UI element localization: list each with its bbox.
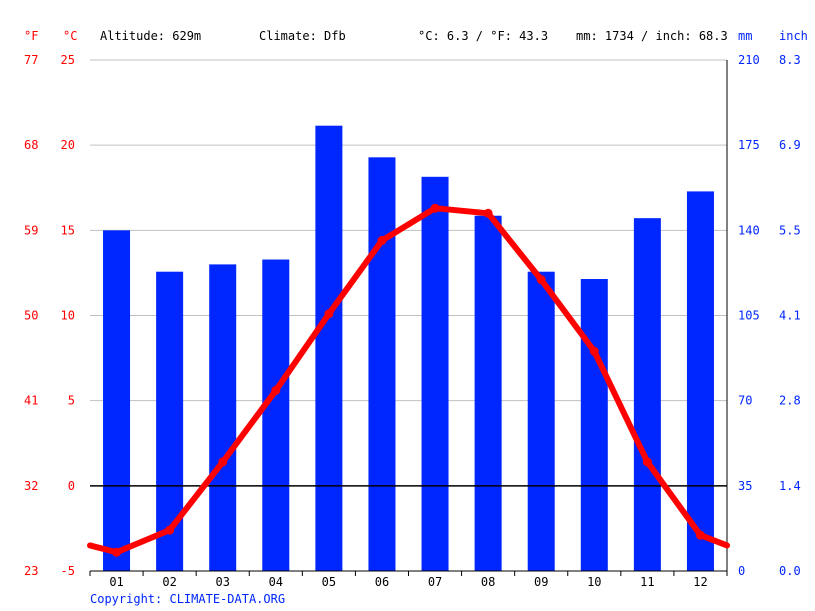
y-tick-label-f: 59 [24,223,38,237]
y-tick-label-c: -5 [61,564,75,578]
y-tick-label-mm: 35 [738,479,752,493]
y-tick-label-mm: 210 [738,53,760,67]
temperature-point [483,208,493,218]
precipitation-total-label: mm: 1734 / inch: 68.3 [576,29,728,43]
precip-bar [103,230,131,572]
x-tick-label: 06 [375,575,389,589]
fahrenheit-unit-label: °F [24,29,39,43]
temperature-point [112,547,122,557]
temperature-point [642,457,652,467]
y-tick-label-inch: 8.3 [779,53,801,67]
x-tick-label: 08 [481,575,495,589]
temperature-point [324,309,334,319]
y-tick-label-c: 20 [61,138,75,152]
y-tick-label-mm: 70 [738,394,752,408]
x-tick-label: 02 [162,575,176,589]
temperature-point [271,385,281,395]
precip-bar [580,279,608,571]
precip-bar [633,218,661,571]
temperature-point [377,236,387,246]
y-tick-label-inch: 0.0 [779,564,801,578]
precip-bar [315,125,343,571]
precip-bar [421,176,449,572]
precip-bar [474,215,502,571]
temperature-average-label: °C: 6.3 / °F: 43.3 [418,29,549,43]
precip-bar [209,264,237,571]
y-tick-label-c: 15 [61,223,75,237]
temperature-line [87,205,730,556]
mm-unit-label: mm [738,29,753,43]
x-tick-label: 10 [587,575,601,589]
y-tick-label-inch: 6.9 [779,138,801,152]
y-tick-label-c: 5 [68,394,75,408]
y-tick-label-inch: 5.5 [779,223,801,237]
x-tick-label: 12 [693,575,707,589]
y-tick-label-f: 41 [24,394,38,408]
temperature-point [695,530,705,540]
y-tick-label-f: 68 [24,138,38,152]
x-tick-label: 11 [640,575,654,589]
x-tick-label: 09 [534,575,548,589]
climate-label: Climate: Dfb [259,29,346,43]
precip-bar [686,191,714,571]
y-tick-label-inch: 4.1 [779,309,801,323]
y-tick-label-c: 0 [68,479,75,493]
temperature-point [589,346,599,356]
y-tick-label-f: 77 [24,53,38,67]
x-tick-label: 04 [269,575,283,589]
precip-bar [368,157,396,572]
temperature-point [536,275,546,285]
x-tick-label: 05 [322,575,336,589]
x-tick-label: 01 [109,575,123,589]
copyright-label: Copyright: CLIMATE-DATA.ORG [90,592,286,606]
y-tick-label-inch: 2.8 [779,394,801,408]
y-tick-label-c: 25 [61,53,75,67]
altitude-label: Altitude: 629m [100,29,202,43]
y-tick-label-mm: 105 [738,309,760,323]
inch-unit-label: inch [779,29,808,43]
temperature-point [430,203,440,213]
temperature-point [165,525,175,535]
temperature-point [218,457,228,467]
y-tick-label-f: 32 [24,479,38,493]
y-tick-label-f: 50 [24,309,38,323]
precip-bar [527,271,555,571]
y-tick-label-f: 23 [24,564,38,578]
y-tick-label-mm: 0 [738,564,745,578]
y-tick-label-mm: 175 [738,138,760,152]
y-tick-label-mm: 140 [738,223,760,237]
x-tick-label: 07 [428,575,442,589]
precip-bar [262,259,290,571]
x-tick-label: 03 [215,575,229,589]
y-tick-label-c: 10 [61,309,75,323]
celsius-unit-label: °C [63,29,78,43]
y-tick-label-inch: 1.4 [779,479,801,493]
